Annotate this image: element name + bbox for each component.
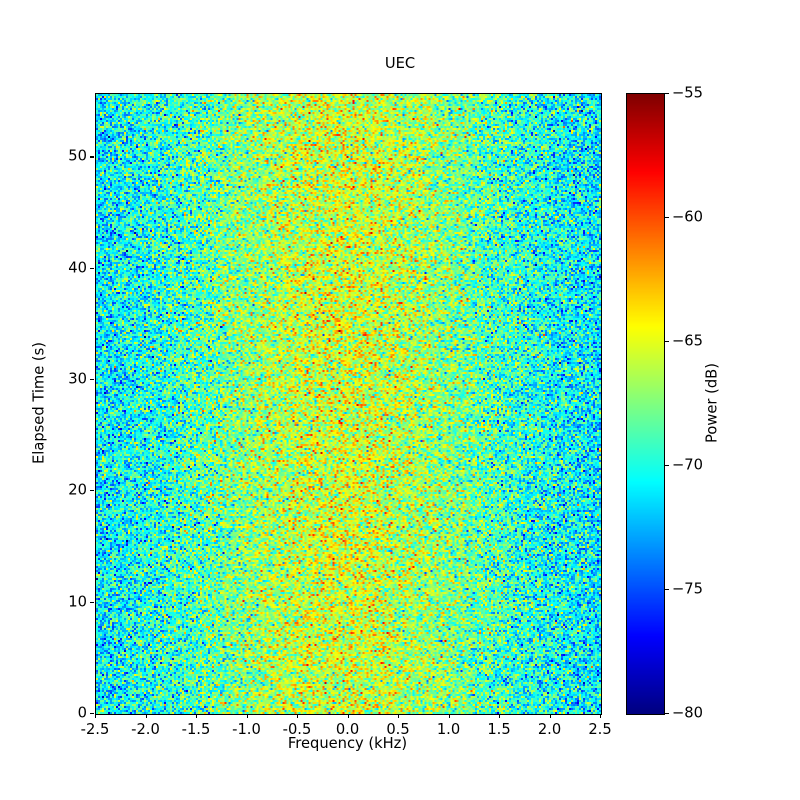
y-axis-tick xyxy=(90,379,94,381)
x-axis-tick xyxy=(95,714,97,718)
x-axis-ticklabel: 1.5 xyxy=(487,721,511,738)
x-axis-tick xyxy=(145,714,147,718)
x-axis-tick xyxy=(600,714,602,718)
x-axis-label: Frequency (kHz) xyxy=(287,735,408,752)
colorbar-tick xyxy=(665,589,669,591)
colorbar-tick xyxy=(665,465,669,467)
x-axis-tick xyxy=(398,714,400,718)
x-axis-ticklabel: -2.5 xyxy=(80,721,110,738)
y-axis-ticklabel: 0 xyxy=(77,704,87,722)
x-axis-ticklabel: -2.0 xyxy=(131,721,160,738)
colorbar-ticklabel: −60 xyxy=(672,208,703,226)
x-axis-ticklabel: -0.5 xyxy=(282,721,312,738)
x-axis-tick xyxy=(246,714,248,718)
colorbar[interactable] xyxy=(626,93,665,715)
y-axis-ticklabel: 10 xyxy=(68,593,87,611)
colorbar-gradient xyxy=(627,94,664,714)
title-line-station: UEC xyxy=(384,55,416,73)
x-axis-tick xyxy=(196,714,198,718)
x-axis-tick xyxy=(448,714,450,718)
colorbar-tick xyxy=(665,341,669,343)
y-axis-tick xyxy=(90,713,94,715)
y-axis-label: Elapsed Time (s) xyxy=(30,341,48,465)
x-axis-tick xyxy=(347,714,349,718)
colorbar-ticklabel: −55 xyxy=(672,84,703,102)
colorbar-ticklabel: −75 xyxy=(672,580,703,598)
y-axis-ticklabel: 30 xyxy=(68,370,87,388)
plot-area[interactable] xyxy=(95,93,602,715)
colorbar-ticklabel: −65 xyxy=(672,332,703,350)
x-axis-ticklabel: -1.5 xyxy=(181,721,211,738)
colorbar-ticklabel: −70 xyxy=(672,456,703,474)
x-axis-ticklabel: 0.0 xyxy=(335,721,360,738)
colorbar-tick xyxy=(665,93,669,95)
y-axis-tick xyxy=(90,267,94,269)
colorbar-ticklabel: −80 xyxy=(672,704,703,722)
y-axis-ticklabel: 40 xyxy=(68,259,87,277)
x-axis-tick xyxy=(297,714,299,718)
x-axis-ticklabel: 0.5 xyxy=(386,721,410,738)
x-axis-tick xyxy=(499,714,501,718)
colorbar-tick xyxy=(665,217,669,219)
y-axis-tick xyxy=(90,601,94,603)
y-axis-ticklabel: 20 xyxy=(68,481,87,499)
x-axis-tick xyxy=(549,714,551,718)
colorbar-label: Power (dB) xyxy=(703,363,721,443)
y-axis-ticklabel: 50 xyxy=(68,147,87,165)
spectrogram-heatmap xyxy=(96,94,601,714)
x-axis-ticklabel: 1.0 xyxy=(436,721,461,738)
colorbar-tick xyxy=(665,713,669,715)
x-axis-ticklabel: 2.5 xyxy=(588,721,612,738)
x-axis-ticklabel: -1.0 xyxy=(232,721,261,738)
y-axis-tick xyxy=(90,156,94,158)
x-axis-ticklabel: 2.0 xyxy=(537,721,562,738)
y-axis-tick xyxy=(90,490,94,492)
